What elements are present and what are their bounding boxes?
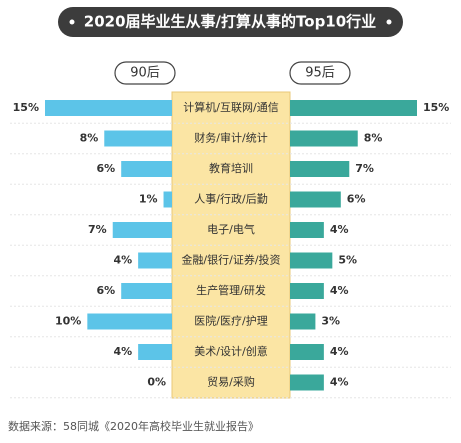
value-label: 4% xyxy=(113,254,132,267)
bar xyxy=(138,344,172,360)
bar xyxy=(290,252,333,269)
category-label: 贸易/采购 xyxy=(207,375,255,389)
legend-label: 90后 xyxy=(130,66,160,81)
category-label: 美术/设计/创意 xyxy=(194,344,267,358)
category-label: 计算机/互联网/通信 xyxy=(183,100,278,114)
value-label: 6% xyxy=(97,284,116,297)
bar xyxy=(87,313,172,330)
value-label: 4% xyxy=(330,345,349,358)
category-label: 电子/电气 xyxy=(207,222,255,236)
category-label: 教育培训 xyxy=(209,161,253,175)
chart-title: 2020届毕业生从事/打算从事的Top10行业 xyxy=(84,13,376,31)
source-note: 数据来源：58同城《2020年高校毕业生就业报告》 xyxy=(8,419,259,433)
value-label: 4% xyxy=(330,284,349,297)
value-label: 15% xyxy=(423,101,449,114)
category-label: 金融/银行/证券/投资 xyxy=(181,253,280,267)
value-label: 7% xyxy=(88,223,107,236)
title-dot xyxy=(386,19,392,25)
series-pill xyxy=(289,61,351,85)
bar xyxy=(290,191,341,208)
bar xyxy=(112,222,172,238)
category-label: 医院/医疗/护理 xyxy=(194,314,267,328)
category-label: 人事/行政/后勤 xyxy=(194,192,267,206)
bar xyxy=(290,130,358,147)
bar xyxy=(121,161,172,177)
value-label: 15% xyxy=(13,101,39,114)
bar xyxy=(290,374,324,391)
bar xyxy=(121,283,172,299)
value-label: 1% xyxy=(139,193,158,206)
bar xyxy=(290,222,324,238)
title-pill xyxy=(58,7,403,37)
value-label: 8% xyxy=(80,132,99,145)
value-label: 8% xyxy=(364,132,383,145)
bar xyxy=(104,130,172,147)
value-label: 4% xyxy=(330,223,349,236)
bar xyxy=(45,100,172,116)
bar xyxy=(290,313,316,330)
category-label: 生产管理/研发 xyxy=(196,283,266,297)
category-label: 财务/审计/统计 xyxy=(194,131,267,145)
value-label: 3% xyxy=(321,315,340,328)
bar xyxy=(138,252,172,269)
value-label: 5% xyxy=(338,254,357,267)
bar xyxy=(290,344,324,360)
value-label: 6% xyxy=(97,162,116,175)
value-label: 10% xyxy=(55,315,81,328)
bar xyxy=(290,161,350,177)
legend-label: 95后 xyxy=(305,66,335,81)
value-label: 4% xyxy=(113,345,132,358)
title-dot xyxy=(69,19,75,25)
value-label: 7% xyxy=(355,162,374,175)
value-label: 0% xyxy=(147,376,166,389)
bar xyxy=(163,191,172,208)
value-label: 4% xyxy=(330,376,349,389)
value-label: 6% xyxy=(347,193,366,206)
bar xyxy=(290,100,417,116)
bar xyxy=(290,283,324,299)
series-pill xyxy=(114,61,176,85)
